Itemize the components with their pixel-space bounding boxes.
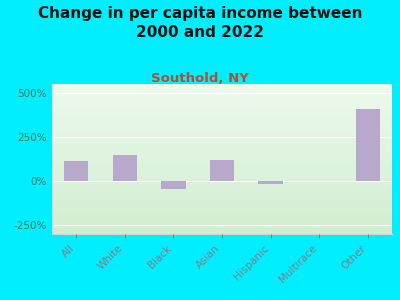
Text: Change in per capita income between
2000 and 2022: Change in per capita income between 2000… [38, 6, 362, 40]
Bar [161, 181, 186, 189]
Bar [64, 161, 88, 181]
Bar [356, 109, 380, 181]
Bar [210, 160, 234, 181]
Bar [258, 181, 283, 184]
Text: Southold, NY: Southold, NY [151, 72, 249, 85]
Bar [113, 155, 137, 181]
